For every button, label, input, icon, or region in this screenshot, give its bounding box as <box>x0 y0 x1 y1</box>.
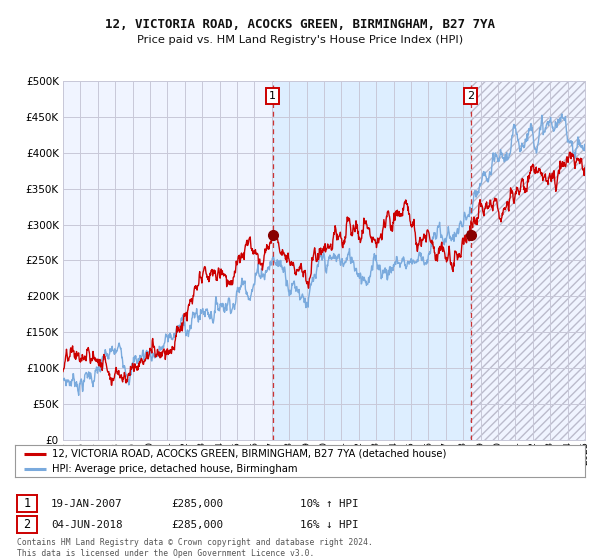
Text: Price paid vs. HM Land Registry's House Price Index (HPI): Price paid vs. HM Land Registry's House … <box>137 35 463 45</box>
Text: 16% ↓ HPI: 16% ↓ HPI <box>300 520 359 530</box>
Text: 2: 2 <box>467 91 474 101</box>
Text: 12, VICTORIA ROAD, ACOCKS GREEN, BIRMINGHAM, B27 7YA: 12, VICTORIA ROAD, ACOCKS GREEN, BIRMING… <box>105 18 495 31</box>
Text: 19-JAN-2007: 19-JAN-2007 <box>51 499 122 509</box>
Text: Contains HM Land Registry data © Crown copyright and database right 2024.
This d: Contains HM Land Registry data © Crown c… <box>17 538 373 558</box>
Text: 1: 1 <box>269 91 276 101</box>
Text: £285,000: £285,000 <box>171 499 223 509</box>
Text: 10% ↑ HPI: 10% ↑ HPI <box>300 499 359 509</box>
Text: 2: 2 <box>23 518 31 531</box>
Text: 1: 1 <box>23 497 31 510</box>
Text: 12, VICTORIA ROAD, ACOCKS GREEN, BIRMINGHAM, B27 7YA (detached house): 12, VICTORIA ROAD, ACOCKS GREEN, BIRMING… <box>52 449 446 459</box>
Text: HPI: Average price, detached house, Birmingham: HPI: Average price, detached house, Birm… <box>52 464 298 474</box>
Text: £285,000: £285,000 <box>171 520 223 530</box>
Text: 04-JUN-2018: 04-JUN-2018 <box>51 520 122 530</box>
